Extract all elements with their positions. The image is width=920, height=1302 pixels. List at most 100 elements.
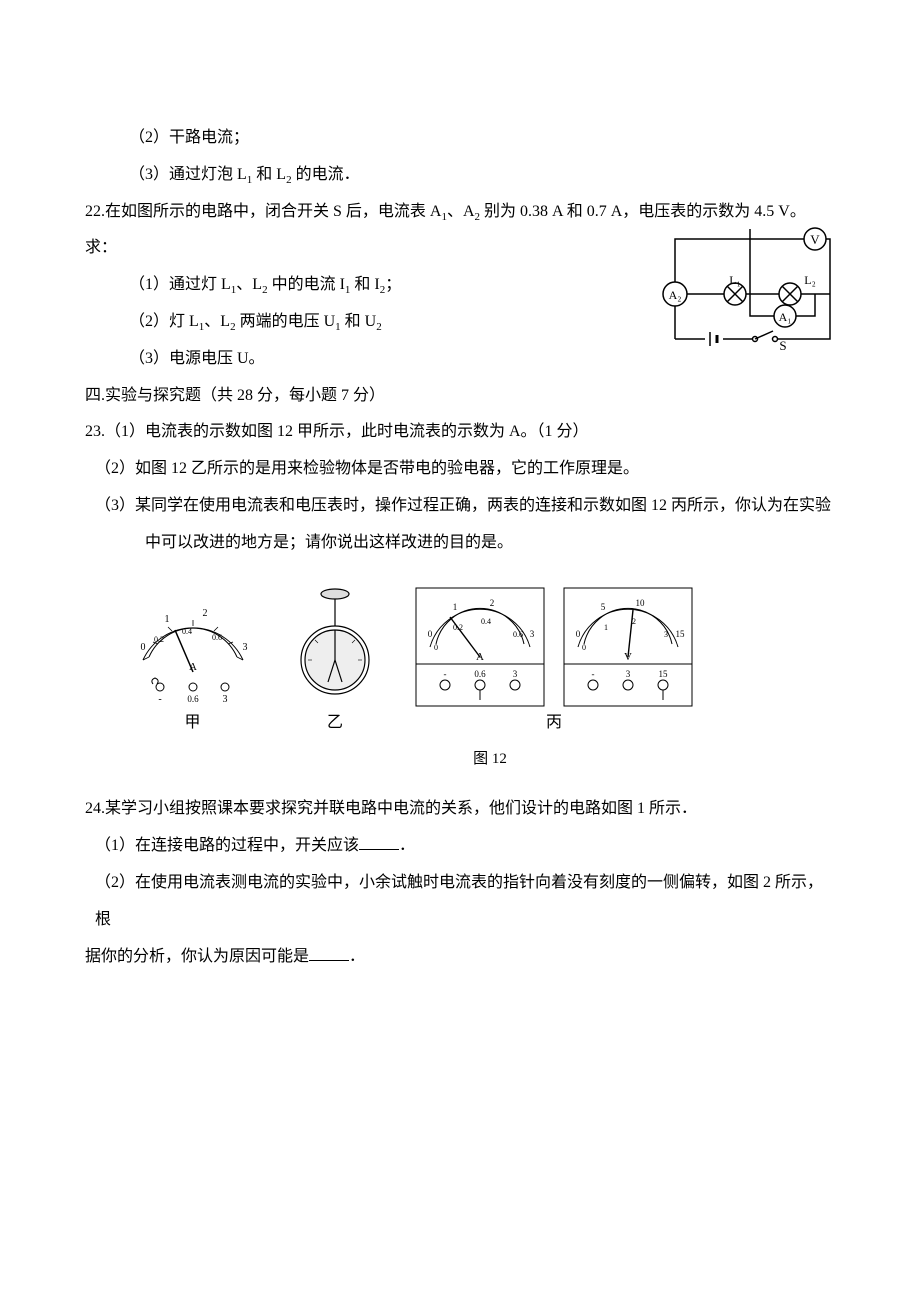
- blank-fill: [359, 834, 399, 850]
- q22-3: （3）电源电压 U。: [85, 341, 615, 378]
- q24-1: （1）在连接电路的过程中，开关应该 ．: [85, 828, 835, 865]
- tick-label: 0: [428, 629, 433, 639]
- text: （2）如图 12 乙所示的是用来检验物体是否带电的验电器，它的工作原理是。: [95, 460, 639, 477]
- q23-3b: 中可以改进的地方是；请你说出这样改进的目的是。: [85, 525, 835, 562]
- tick-label: 15: [676, 629, 686, 639]
- text: 的电流．: [292, 166, 360, 183]
- text: （3）某同学在使用电流表和电压表时，操作过程正确，两表的连接和示数如图 12 丙…: [95, 497, 831, 514]
- ammeter-a1-label: A₁: [779, 310, 792, 324]
- q24-intro: 24.某学习小组按照课本要求探究并联电路中电流的关系，他们设计的电路如图 1 所…: [85, 791, 835, 828]
- text: （2）在使用电流表测电流的实验中，小余试触时电流表的指针向着没有刻度的一侧偏转，…: [95, 874, 823, 928]
- tick-label: 0: [576, 629, 581, 639]
- ammeter-bing-icon: 0 1 2 3 0 0.2 0.4 0.6 A - 0.6 3: [410, 582, 550, 712]
- circuit-diagram-q22: V A₂ L₁ L₂ A₁: [655, 224, 845, 354]
- tick-label: 0.2: [453, 623, 463, 632]
- text: 四.实验与探究题（共 28 分，每小题 7 分）: [85, 387, 385, 404]
- tick-label: 2: [490, 598, 495, 608]
- terminal-label: 3: [626, 669, 631, 679]
- tick-label: 0.2: [154, 635, 164, 644]
- q22-1: （1）通过灯 L1、L2 中的电流 I1 和 I2；: [85, 267, 615, 304]
- tick-label: 2: [632, 617, 636, 626]
- terminal-label: -: [158, 694, 161, 705]
- unit-label: A: [476, 651, 484, 663]
- text: 、L: [236, 276, 262, 293]
- unit-label: A: [189, 661, 197, 673]
- tick-label: 1: [165, 614, 170, 625]
- figure-label-bing: 丙: [546, 712, 562, 734]
- voltmeter-label: V: [810, 232, 820, 247]
- text: ；: [385, 276, 401, 293]
- lamp-l2-label: L₂: [804, 273, 816, 287]
- terminal-label: 3: [223, 694, 228, 705]
- tick-label: 3: [243, 642, 248, 653]
- terminal-label: 15: [659, 669, 669, 679]
- text: 中可以改进的地方是；请你说出这样改进的目的是。: [145, 534, 513, 551]
- tick-label: 2: [203, 608, 208, 619]
- figure-label-yi: 乙: [327, 712, 343, 734]
- item-2: （2）干路电流；: [85, 120, 835, 157]
- terminal-label: -: [592, 669, 595, 679]
- figure-jia: 0 1 2 3 0.2 0.4 0.6 A - 0.6 3 甲: [125, 592, 260, 734]
- ammeter-jia-icon: 0 1 2 3 0.2 0.4 0.6 A - 0.6 3: [125, 592, 260, 712]
- unit-label: V: [624, 651, 632, 663]
- text: 和 L: [252, 166, 286, 183]
- figure-12-caption: 图 12: [85, 742, 835, 777]
- terminal-label: 3: [513, 669, 518, 679]
- blank-fill: [309, 945, 349, 961]
- switch-label: S: [779, 338, 786, 353]
- lamp-l1-label: L₁: [729, 273, 741, 287]
- text: 图 12: [473, 751, 507, 767]
- tick-label: 0.6: [513, 630, 523, 639]
- tick-label: 0: [582, 643, 586, 652]
- text: （2）灯 L: [129, 313, 199, 330]
- text: 22.在如图所示的电路中，闭合开关 S 后，电流表 A: [85, 203, 441, 220]
- q22-2: （2）灯 L1、L2 两端的电压 U1 和 U2: [85, 304, 615, 341]
- voltmeter-bing-icon: 0 5 10 15 0 1 2 3 V - 3 15: [558, 582, 698, 712]
- figure-yi: 乙: [290, 582, 380, 734]
- terminal-label: 0.6: [187, 694, 199, 704]
- q23-3a: （3）某同学在使用电流表和电压表时，操作过程正确，两表的连接和示数如图 12 丙…: [85, 488, 835, 525]
- terminal-label: 0.6: [474, 669, 486, 679]
- text: 两端的电压 U: [236, 313, 336, 330]
- q23-1: 23.（1）电流表的示数如图 12 甲所示，此时电流表的示数为 A。（1 分）: [85, 414, 835, 451]
- q24-2b: 据你的分析，你认为原因可能是 ．: [85, 939, 835, 976]
- text: 中的电流 I: [268, 276, 345, 293]
- text: （2）干路电流；: [129, 129, 249, 146]
- figure-label-jia: 甲: [184, 712, 200, 734]
- q24-2a: （2）在使用电流表测电流的实验中，小余试触时电流表的指针向着没有刻度的一侧偏转，…: [85, 865, 835, 939]
- text: 23.（1）电流表的示数如图 12 甲所示，此时电流表的示数为 A。（1 分）: [85, 423, 589, 440]
- tick-label: 10: [636, 598, 646, 608]
- text: （3）通过灯泡 L: [129, 166, 247, 183]
- text: 、A: [447, 203, 475, 220]
- text: 和 U: [341, 313, 377, 330]
- tick-label: 1: [604, 623, 608, 632]
- tick-label: 1: [453, 602, 458, 612]
- item-3: （3）通过灯泡 L1 和 L2 的电流．: [85, 157, 835, 194]
- tick-label: 0.4: [182, 627, 192, 636]
- tick-label: 3: [664, 630, 668, 639]
- text: （1）通过灯 L: [129, 276, 231, 293]
- figure-bing: 0 1 2 3 0 0.2 0.4 0.6 A - 0.6 3: [410, 582, 698, 734]
- text: ．: [399, 837, 415, 854]
- tick-label: 0.6: [212, 633, 222, 642]
- text: 和 I: [350, 276, 379, 293]
- text: 、L: [204, 313, 230, 330]
- text: （3）电源电压 U。: [129, 350, 265, 367]
- text: 据你的分析，你认为原因可能是: [85, 948, 309, 965]
- question-22: 22.在如图所示的电路中，闭合开关 S 后，电流表 A1、A2 别为 0.38 …: [85, 194, 835, 378]
- tick-label: 0.4: [481, 617, 491, 626]
- section-4-heading: 四.实验与探究题（共 28 分，每小题 7 分）: [85, 378, 835, 415]
- q23-2: （2）如图 12 乙所示的是用来检验物体是否带电的验电器，它的工作原理是。: [85, 451, 835, 488]
- tick-label: 3: [530, 629, 535, 639]
- tick-label: 0: [141, 642, 146, 653]
- sub: 2: [376, 321, 382, 333]
- electroscope-icon: [290, 582, 380, 712]
- text: 24.某学习小组按照课本要求探究并联电路中电流的关系，他们设计的电路如图 1 所…: [85, 800, 697, 817]
- ammeter-a2-label: A₂: [669, 288, 682, 302]
- text: ．: [349, 948, 365, 965]
- tick-label: 5: [601, 602, 606, 612]
- terminal-label: -: [444, 669, 447, 679]
- text: （1）在连接电路的过程中，开关应该: [95, 837, 359, 854]
- figure-12-row: 0 1 2 3 0.2 0.4 0.6 A - 0.6 3 甲: [85, 582, 835, 734]
- tick-label: 0: [434, 643, 438, 652]
